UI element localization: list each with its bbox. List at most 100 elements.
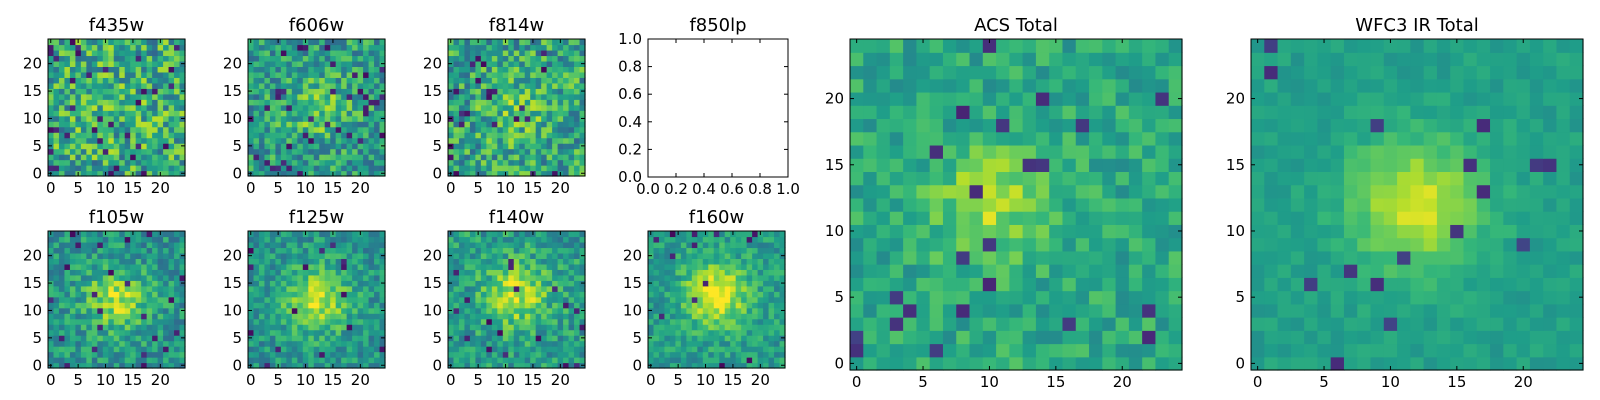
heatmap-cell (480, 104, 487, 111)
heatmap-cell (491, 280, 498, 287)
heatmap-cell (253, 110, 260, 117)
heatmap-cell (486, 159, 493, 166)
heatmap-cell (697, 302, 704, 309)
heatmap-cell (80, 307, 87, 314)
heatmap-cell (969, 118, 984, 133)
heatmap-cell (379, 55, 386, 62)
heatmap-cell (1168, 105, 1183, 120)
heatmap-cell (275, 82, 282, 89)
heatmap-cell (64, 110, 71, 117)
heatmap-cell (956, 303, 971, 318)
heatmap-cell (448, 313, 455, 320)
heatmap-cell (741, 313, 748, 320)
heatmap-cell (108, 280, 115, 287)
heatmap-cell (475, 274, 482, 281)
heatmap-cell (1142, 277, 1157, 292)
heatmap-cell (458, 302, 466, 309)
heatmap-cell (486, 154, 493, 161)
heatmap-cell (552, 291, 559, 298)
heatmap-cell (956, 250, 971, 265)
heatmap-cell (335, 170, 342, 177)
heatmap-cell (458, 49, 466, 57)
heatmap-cell (1049, 317, 1064, 331)
heatmap-cell (130, 60, 137, 67)
heatmap-cell (102, 285, 109, 292)
heatmap-cell (102, 121, 109, 128)
heatmap-cell (157, 335, 164, 342)
heatmap-cell (341, 252, 348, 259)
heatmap-cell (264, 263, 271, 270)
heatmap-cell (141, 241, 148, 249)
heatmap-cell (1049, 277, 1064, 292)
heatmap-cell (491, 351, 498, 358)
heatmap-cell (335, 44, 342, 51)
heatmap-cell (574, 263, 581, 270)
heatmap-cell (146, 93, 153, 100)
heatmap-cell (69, 302, 76, 309)
heatmap-cell (713, 324, 720, 331)
heatmap-cell (163, 82, 170, 89)
heatmap-cell (291, 159, 298, 166)
heatmap-cell (130, 55, 137, 62)
heatmap-cell (108, 148, 115, 155)
heatmap-cell (519, 280, 526, 287)
heatmap-cell (579, 329, 586, 336)
heatmap-cell (1142, 317, 1157, 331)
heatmap-cell (157, 88, 164, 95)
heatmap-cell (64, 115, 71, 122)
heatmap-cell (58, 71, 66, 78)
x-tick-label: 20 (151, 179, 170, 197)
heatmap-cell (982, 184, 997, 199)
heatmap-cell (286, 302, 293, 309)
heatmap-cell (491, 93, 498, 100)
heatmap-cell (324, 82, 331, 89)
heatmap-cell (258, 318, 266, 325)
heatmap-cell (519, 55, 526, 62)
heatmap-cell (889, 118, 904, 133)
heatmap-cell (275, 302, 282, 309)
heatmap-cell (524, 44, 531, 51)
heatmap-cell (513, 143, 520, 150)
heatmap-cell (497, 340, 504, 347)
heatmap-cell (916, 211, 931, 225)
heatmap-cell (508, 274, 515, 281)
heatmap-cell (346, 154, 353, 161)
heatmap-cell (1142, 290, 1157, 305)
heatmap-cell (302, 165, 309, 172)
heatmap-cell (697, 307, 704, 314)
heatmap-cell (163, 154, 170, 161)
heatmap-cell (497, 132, 504, 139)
heatmap-cell (168, 285, 175, 292)
heatmap-cell (313, 99, 320, 106)
heatmap-cell (141, 263, 148, 270)
heatmap-cell (653, 324, 660, 331)
heatmap-cell (379, 66, 386, 73)
heatmap-cell (541, 115, 548, 122)
heatmap-cell (469, 66, 476, 73)
heatmap-cell (535, 137, 542, 144)
heatmap-cell (53, 104, 60, 111)
heatmap-cell (491, 241, 498, 249)
heatmap-cell (58, 143, 66, 150)
heatmap-cell (691, 357, 698, 364)
heatmap-cell (119, 231, 126, 238)
heatmap-cell (480, 285, 487, 292)
heatmap-cell (497, 258, 504, 265)
heatmap-cell (508, 307, 515, 314)
heatmap-cell (552, 44, 559, 51)
heatmap-cell (130, 77, 137, 84)
heatmap-cell (530, 241, 537, 249)
heatmap-cell (280, 170, 287, 177)
heatmap-cell (486, 110, 493, 117)
heatmap-cell (530, 154, 537, 161)
heatmap-cell (69, 280, 76, 287)
heatmap-cell (146, 143, 153, 150)
heatmap-cell (135, 82, 142, 89)
heatmap-cell (313, 324, 320, 331)
heatmap-cell (508, 154, 515, 161)
y-tick-label: 10 (423, 301, 442, 319)
heatmap-cell (379, 269, 386, 276)
heatmap-cell (258, 82, 266, 89)
heatmap-cell (956, 330, 971, 345)
heatmap-cell (889, 184, 904, 199)
